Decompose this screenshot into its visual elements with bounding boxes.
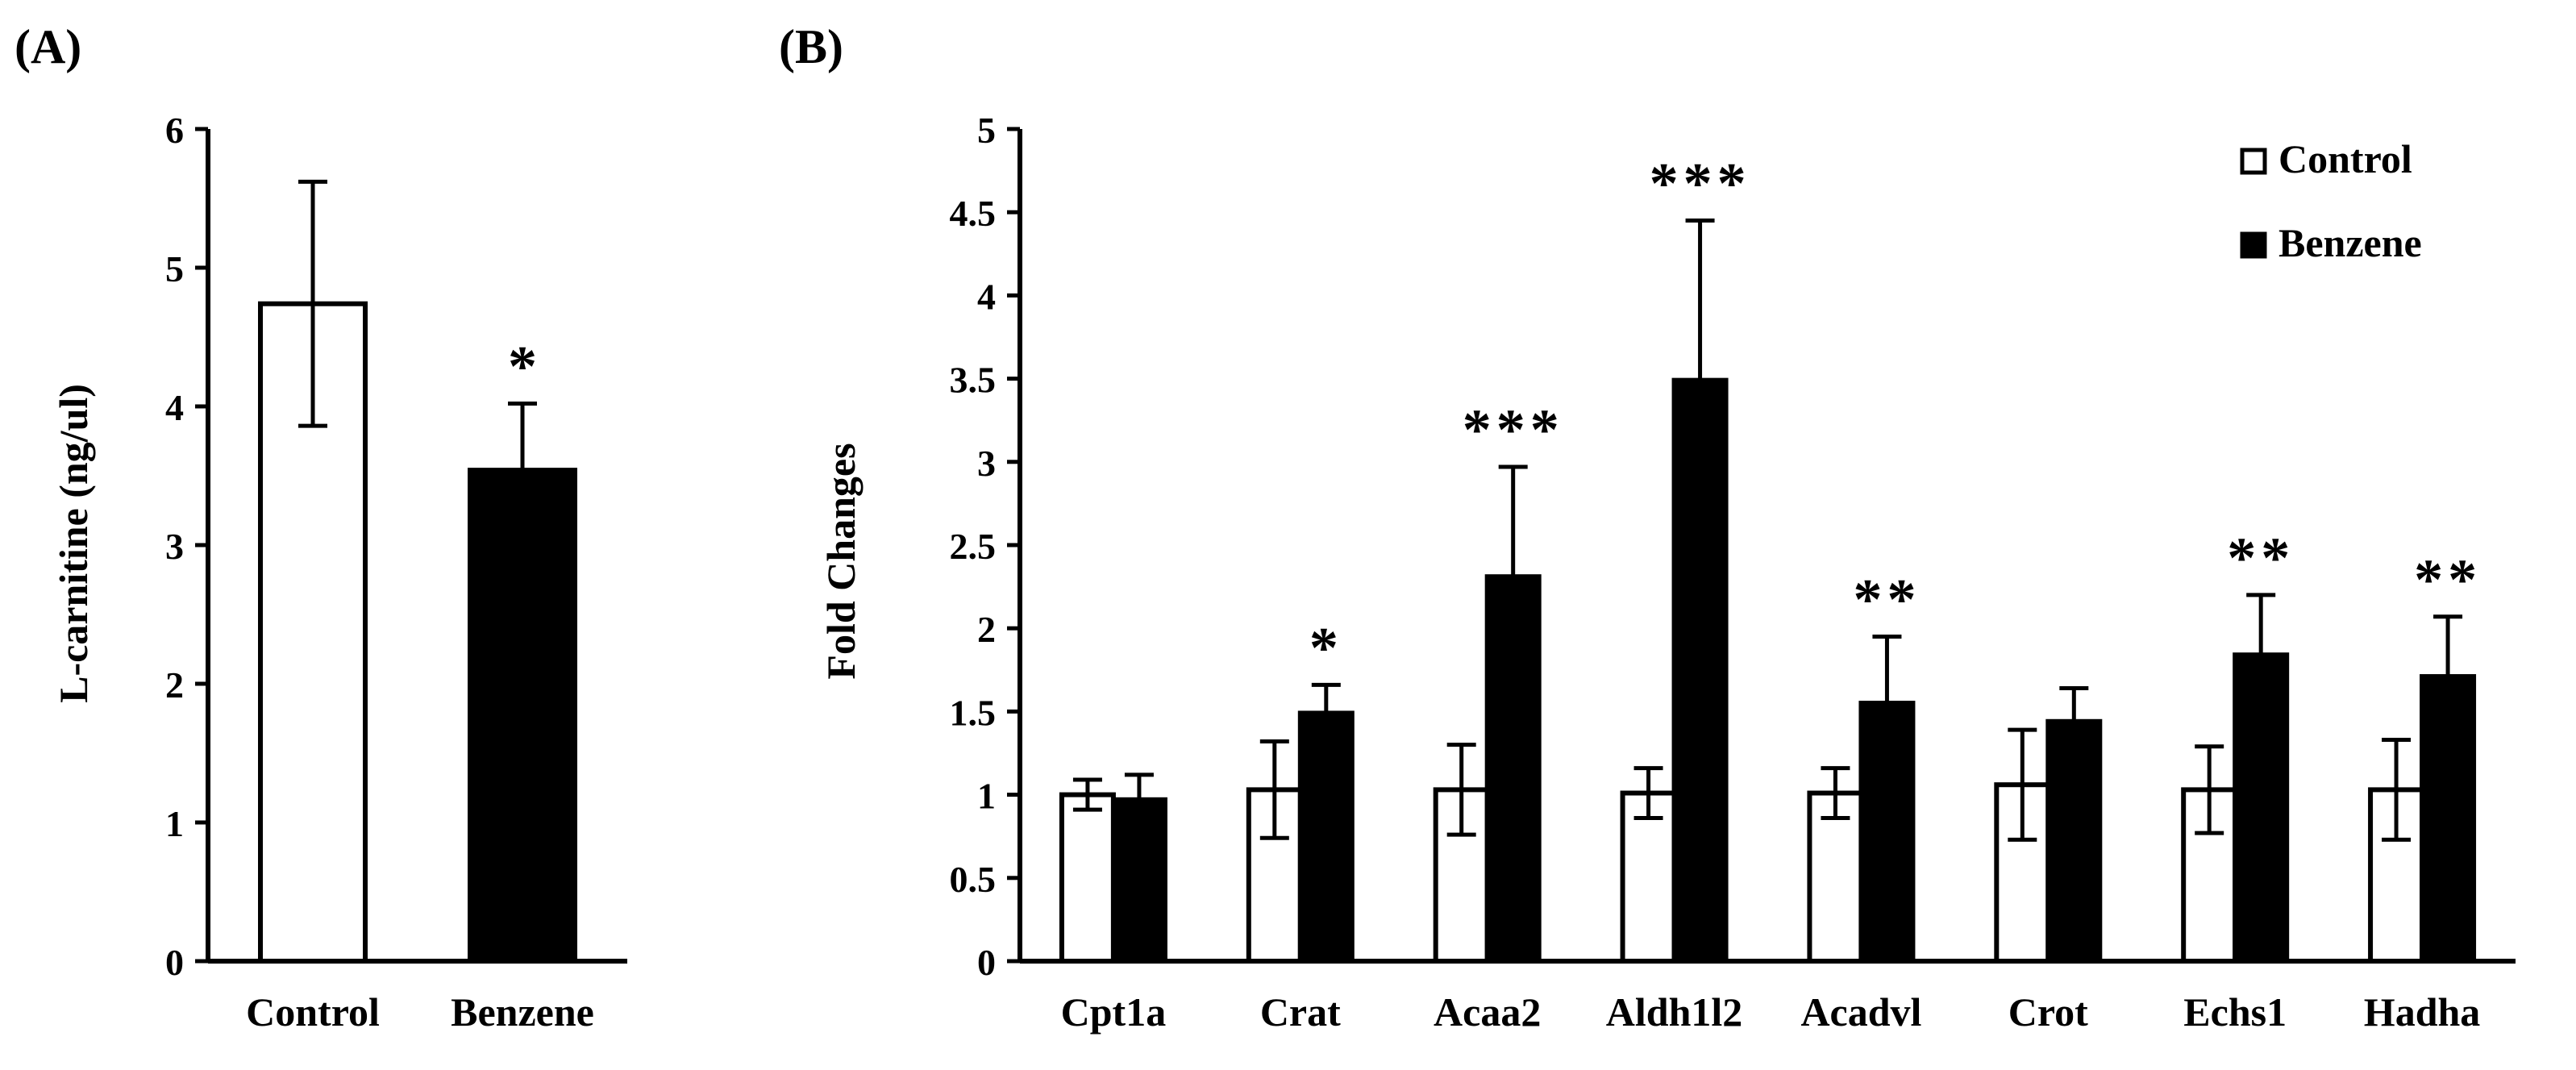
panel-b-sig-aldh1l2: ***	[1650, 152, 1751, 216]
panel-b-ytick-label-0: 0	[977, 942, 996, 983]
panel-a-xlabel-benzene: Benzene	[451, 989, 594, 1035]
panel-b-label: (B)	[779, 20, 843, 73]
panel-b-x-labels: Cpt1a Crat Acaa2 Aldh1l2 Acadvl Crot Echs1 Hadh…	[1061, 989, 2481, 1035]
panel-b-bar-crot-benzene	[2045, 718, 2103, 964]
panel-b-ytick-label-6: 3	[977, 443, 996, 484]
panel-b-chart: (B) Fold Changes 0 0.5 1 1.5 2 2.5 3 3.5 4 4.5 5 *…	[779, 20, 2516, 1035]
panel-b-significance: *********** **	[1309, 152, 2482, 681]
panel-b-sig-acadvl: **	[1853, 568, 1921, 632]
panel-a-xlabel-control: Control	[246, 989, 380, 1035]
panel-a-sig-benzene: *	[508, 335, 537, 399]
panel-b-xlabel-crat: Crat	[1260, 989, 1341, 1035]
panel-b-sig-crat: *	[1309, 615, 1343, 680]
panel-b-ytick-label-3: 1.5	[950, 692, 997, 733]
panel-a-chart: (A) L-carnitine (ng/ul) 0 1 2 3 4 5 6 * Contro…	[15, 20, 627, 1035]
panel-a-x-labels: Control Benzene	[246, 989, 594, 1035]
panel-b-xlabel-cpt1a: Cpt1a	[1061, 989, 1167, 1035]
panel-b-bar-cpt1a-control	[1059, 792, 1116, 964]
panel-a-ytick-label-6: 6	[165, 110, 184, 151]
panel-a-significance: *	[508, 335, 537, 399]
panel-a-ytick-label-5: 5	[165, 248, 184, 289]
legend-swatch-control	[2240, 148, 2267, 175]
legend-swatch-benzene	[2240, 231, 2267, 259]
panel-b-ytick-label-1: 0.5	[950, 859, 997, 900]
panel-b-sig-acaa2: ***	[1463, 398, 1564, 462]
panel-b-ytick-label-7: 3.5	[950, 360, 997, 401]
panel-b-ytick-label-5: 2.5	[950, 526, 997, 567]
panel-b-legend: Control Benzene	[2240, 136, 2422, 265]
panel-b-error-bars	[1072, 219, 2463, 842]
panel-a-y-axis-title: L-carnitine (ng/ul)	[51, 384, 96, 703]
panel-a-bar-benzene	[468, 468, 577, 964]
panel-a-ytick-label-1: 1	[165, 803, 184, 844]
panel-a-label: (A)	[15, 20, 81, 73]
panel-b-xlabel-acadvl: Acadvl	[1800, 989, 1921, 1035]
panel-b-sig-hadha: **	[2414, 547, 2482, 612]
panel-b-xlabel-hadha: Hadha	[2364, 989, 2481, 1035]
legend-label-benzene: Benzene	[2278, 220, 2422, 265]
panel-a-ytick-label-3: 3	[165, 526, 184, 567]
panel-b-ytick-label-8: 4	[977, 276, 996, 317]
panel-b-xlabel-aldh1l2: Aldh1l2	[1606, 989, 1743, 1035]
panel-a-ytick-label-4: 4	[165, 387, 184, 428]
legend-label-control: Control	[2278, 136, 2412, 181]
panel-a-ytick-label-2: 2	[165, 664, 184, 706]
panel-b-ytick-label-9: 4.5	[950, 193, 997, 234]
panel-b-xlabel-acaa2: Acaa2	[1434, 989, 1541, 1035]
panel-b-ytick-label-2: 1	[977, 776, 996, 817]
panel-b-ytick-label-4: 2	[977, 609, 996, 650]
panel-a-y-ticks: 0 1 2 3 4 5 6	[165, 110, 208, 983]
panel-a-error-bars	[298, 179, 537, 539]
panel-b-bar-acadvl-control	[1807, 790, 1864, 964]
panel-b-y-ticks: 0 0.5 1 1.5 2 2.5 3 3.5 4 4.5 5	[950, 110, 1020, 983]
panel-b-sig-echs1: **	[2227, 526, 2295, 590]
panel-a-ytick-label-0: 0	[165, 942, 184, 983]
panel-b-ytick-label-10: 5	[977, 110, 996, 151]
panel-b-bar-crat-benzene	[1297, 710, 1355, 964]
panel-b-xlabel-echs1: Echs1	[2183, 989, 2287, 1035]
panel-b-xlabel-crot: Crot	[2008, 989, 2088, 1035]
panel-b-y-axis-title: Fold Changes	[818, 443, 864, 679]
